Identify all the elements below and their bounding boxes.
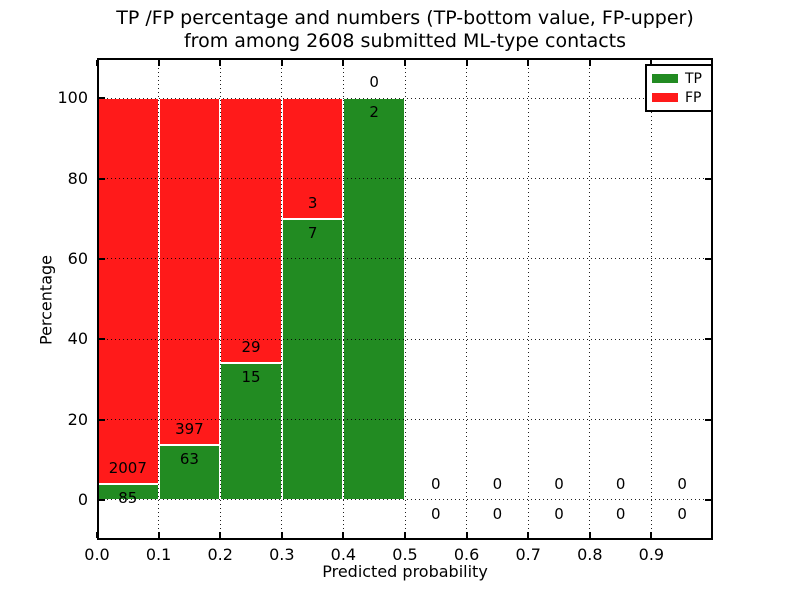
bar-tp-count-0: 85 <box>118 488 138 507</box>
gridline-x-0.4 <box>342 60 344 538</box>
x-tick-label-0.3: 0.3 <box>269 545 295 564</box>
bar-fp-count-5: 0 <box>431 474 441 493</box>
x-axis-label: Predicted probability <box>322 562 488 581</box>
x-tick-top-0.4 <box>342 60 345 66</box>
y-tick-label-40: 40 <box>67 329 88 349</box>
y-tick-label-100: 100 <box>57 88 88 108</box>
gridline-x-0.9 <box>650 60 652 538</box>
y-tick-left-100 <box>99 97 105 100</box>
gridline-x-0.5 <box>404 60 406 538</box>
x-tick-label-0.6: 0.6 <box>453 545 480 564</box>
gridline-x-0.6 <box>466 60 468 538</box>
y-tick-right-20 <box>705 418 711 421</box>
x-tick-bottom-0.3 <box>280 532 283 538</box>
x-tick-top-0.5 <box>404 60 406 66</box>
bar-tp-count-7: 0 <box>554 504 564 523</box>
gridline-x-0.8 <box>589 60 591 538</box>
x-tick-top-0.0 <box>96 60 98 66</box>
bar-segment-tp-4 <box>343 98 405 500</box>
bar-fp-count-8: 0 <box>615 474 626 493</box>
bar-fp-count-3: 3 <box>307 193 318 212</box>
bar-tp-count-2: 15 <box>241 367 261 386</box>
legend-item-tp: TP <box>652 72 706 86</box>
y-tick-right-40 <box>705 338 711 341</box>
legend-item-fp: FP <box>652 91 706 105</box>
bar-tp-count-5: 0 <box>431 504 441 523</box>
x-tick-bottom-0.2 <box>219 532 222 538</box>
bar-tp-count-1: 63 <box>179 449 199 468</box>
y-tick-label-0: 0 <box>77 489 88 509</box>
y-tick-left-40 <box>99 338 105 341</box>
x-tick-label-0.9: 0.9 <box>638 545 665 564</box>
bar-fp-count-7: 0 <box>554 474 564 493</box>
y-tick-left-60 <box>99 257 105 260</box>
x-tick-label-0.1: 0.1 <box>145 545 172 564</box>
y-tick-right-60 <box>705 257 711 260</box>
y-tick-label-80: 80 <box>67 168 88 188</box>
gridline-x-0.3 <box>281 60 283 538</box>
x-tick-label-0.4: 0.4 <box>330 545 357 564</box>
chart-title-line-1: TP /FP percentage and numbers (TP-bottom… <box>116 7 694 29</box>
bar-fp-count-0: 2007 <box>108 458 147 477</box>
bar-segment-tp-3 <box>281 218 344 500</box>
bar-segment-fp-2 <box>220 98 282 363</box>
bar-tp-count-3: 7 <box>307 223 318 242</box>
x-tick-bottom-0.6 <box>465 532 468 538</box>
bar-fp-count-2: 29 <box>241 337 261 356</box>
x-tick-label-0.8: 0.8 <box>577 545 603 564</box>
bar-tp-count-8: 0 <box>615 504 626 523</box>
y-tick-right-0 <box>705 498 711 501</box>
y-tick-label-20: 20 <box>67 409 88 429</box>
chart-title-line-2: from among 2608 submitted ML-type contac… <box>183 30 627 52</box>
x-tick-bottom-0.9 <box>650 532 653 538</box>
x-tick-bottom-0.4 <box>342 532 345 538</box>
fp-legend-swatch <box>652 93 678 102</box>
x-tick-bottom-0.0 <box>96 532 98 538</box>
x-tick-bottom-0.5 <box>404 532 406 538</box>
legend: TP FP <box>645 64 713 112</box>
x-tick-top-0.8 <box>588 60 591 66</box>
bar-fp-count-4: 0 <box>369 73 379 92</box>
y-tick-label-60: 60 <box>67 248 88 268</box>
x-tick-label-0.2: 0.2 <box>207 545 233 564</box>
y-tick-left-0 <box>99 498 105 501</box>
y-tick-right-80 <box>705 177 711 180</box>
x-tick-label-0.5: 0.5 <box>392 545 418 564</box>
gridline-x-0.2 <box>219 60 221 538</box>
chart-title: TP /FP percentage and numbers (TP-bottom… <box>97 7 713 53</box>
bar-tp-count-6: 0 <box>492 504 503 523</box>
fp-legend-label: FP <box>685 89 702 106</box>
x-tick-label-0.7: 0.7 <box>515 545 541 564</box>
x-tick-bottom-0.8 <box>588 532 591 538</box>
bar-segment-fp-1 <box>158 98 221 445</box>
y-tick-left-20 <box>99 418 105 421</box>
bar-tp-count-9: 0 <box>677 504 687 523</box>
bar-segment-tp-1 <box>158 444 221 500</box>
x-tick-top-0.6 <box>465 60 468 66</box>
bar-segment-fp-0 <box>97 98 159 484</box>
x-tick-bottom-0.7 <box>527 532 530 538</box>
bar-fp-count-6: 0 <box>492 474 503 493</box>
x-tick-bottom-0.1 <box>157 532 160 538</box>
x-tick-label-0.0: 0.0 <box>84 545 110 564</box>
x-tick-top-0.3 <box>280 60 283 66</box>
bar-fp-count-9: 0 <box>677 474 687 493</box>
x-tick-top-0.9 <box>650 60 653 66</box>
gridline-x-0.7 <box>527 60 529 538</box>
y-tick-left-80 <box>99 177 105 180</box>
x-tick-top-0.7 <box>527 60 530 66</box>
tp-legend-label: TP <box>685 70 702 87</box>
gridline-x-0.1 <box>158 60 160 538</box>
bar-tp-count-4: 2 <box>369 103 379 122</box>
x-tick-top-0.2 <box>219 60 222 66</box>
x-tick-top-0.1 <box>157 60 160 66</box>
bar-fp-count-1: 397 <box>175 419 204 438</box>
tp-legend-swatch <box>652 74 678 83</box>
